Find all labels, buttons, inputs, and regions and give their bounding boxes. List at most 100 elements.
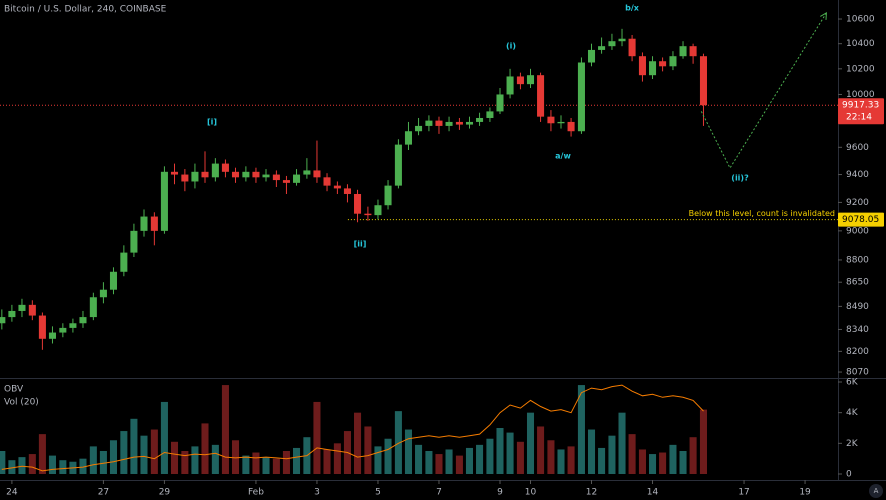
y-tick-label: 8490 bbox=[846, 302, 869, 312]
volume-bar bbox=[150, 429, 158, 474]
candle-body bbox=[292, 174, 301, 183]
volume-bar bbox=[618, 412, 626, 474]
obv-line bbox=[1, 384, 704, 472]
y-tick-label: 8800 bbox=[846, 255, 869, 265]
candle-body bbox=[343, 188, 351, 194]
candle-body bbox=[679, 46, 687, 57]
last-price-box bbox=[838, 98, 884, 125]
candle-body bbox=[537, 75, 545, 117]
candle-body bbox=[8, 310, 16, 318]
candle-body bbox=[201, 171, 209, 178]
volume-bar bbox=[547, 440, 555, 474]
candle-body bbox=[262, 174, 270, 178]
volume-bar bbox=[364, 426, 372, 474]
x-tick-label: 10 bbox=[525, 488, 537, 498]
x-tick-label: 29 bbox=[159, 488, 171, 498]
volume-bar bbox=[333, 443, 341, 474]
candle-body bbox=[59, 327, 67, 333]
candle-body bbox=[0, 317, 6, 324]
candle-body bbox=[303, 170, 311, 175]
y-tick-label: 8340 bbox=[846, 325, 869, 335]
volume-bar bbox=[394, 411, 402, 474]
volume-bar bbox=[8, 460, 16, 474]
candle-body bbox=[323, 177, 331, 186]
volume-bar bbox=[638, 449, 646, 474]
volume-bar bbox=[323, 449, 331, 474]
y-tick-label: 8650 bbox=[846, 278, 869, 288]
volume-bar bbox=[384, 438, 392, 474]
volume-bar bbox=[272, 458, 280, 474]
volume-bar bbox=[567, 446, 575, 474]
candle-body bbox=[567, 121, 575, 132]
y-tick-label: 9200 bbox=[846, 198, 869, 208]
candle-body bbox=[211, 163, 219, 178]
candle-body bbox=[120, 252, 128, 272]
volume-bar bbox=[160, 401, 168, 474]
volume-bar bbox=[181, 450, 189, 474]
volume-bar bbox=[486, 438, 494, 474]
candle-body bbox=[282, 180, 290, 183]
volume-bar bbox=[221, 385, 229, 474]
wave-label: (ii)? bbox=[731, 174, 749, 183]
volume-bar bbox=[354, 412, 362, 474]
candle-body bbox=[109, 271, 118, 290]
candle-body bbox=[669, 56, 677, 67]
volume-bar bbox=[18, 457, 26, 474]
volume-tick-label: 4K bbox=[846, 408, 859, 418]
volume-bar bbox=[79, 458, 87, 474]
volume-tick-label: 6K bbox=[846, 378, 859, 388]
candle-body bbox=[79, 317, 87, 324]
volume-bar bbox=[557, 449, 565, 474]
volume-bar bbox=[699, 409, 707, 474]
candle-body bbox=[272, 174, 280, 181]
candle-body bbox=[384, 185, 392, 206]
volume-bar bbox=[313, 401, 321, 474]
y-tick-label: 10600 bbox=[846, 15, 875, 25]
candle-body bbox=[445, 121, 453, 126]
y-tick-label: 10000 bbox=[846, 90, 875, 100]
volume-bar bbox=[282, 450, 290, 474]
candle-body bbox=[394, 144, 402, 186]
candle-body bbox=[435, 120, 443, 126]
volume-bar bbox=[679, 450, 687, 474]
candle-body bbox=[99, 289, 107, 298]
candle-body bbox=[699, 56, 707, 106]
wave-label: a/w bbox=[555, 152, 571, 161]
candle-body bbox=[689, 46, 697, 57]
volume-bar bbox=[242, 455, 250, 474]
volume-bar bbox=[649, 454, 657, 474]
volume-bar bbox=[292, 447, 301, 474]
candle-body bbox=[191, 171, 199, 182]
volume-bar bbox=[608, 435, 616, 474]
auto-scale-button[interactable] bbox=[869, 484, 883, 498]
volume-bar bbox=[689, 437, 697, 474]
auto-scale-label[interactable]: A bbox=[874, 487, 879, 495]
volume-bar bbox=[89, 446, 97, 474]
candle-body bbox=[425, 120, 433, 126]
volume-bar bbox=[130, 418, 138, 474]
y-tick-label: 8070 bbox=[846, 368, 869, 378]
y-tick-label: 9600 bbox=[846, 143, 869, 153]
y-tick-label: 9400 bbox=[846, 170, 869, 180]
wave-label: b/x bbox=[625, 4, 640, 13]
candle-body bbox=[242, 171, 250, 178]
candle-body bbox=[38, 315, 46, 339]
volume-bar bbox=[598, 447, 606, 474]
x-tick-label: 24 bbox=[6, 488, 18, 498]
candle-body bbox=[18, 304, 26, 311]
last-price-label: 9917.33 bbox=[842, 101, 879, 111]
x-tick-label: 7 bbox=[436, 488, 442, 498]
candle-body bbox=[638, 56, 646, 76]
volume-bar bbox=[99, 450, 107, 474]
candle-body bbox=[354, 193, 362, 214]
invalidation-box bbox=[838, 212, 884, 227]
candle-body bbox=[48, 332, 56, 339]
projection-arrowhead bbox=[820, 12, 827, 20]
candle-body bbox=[374, 205, 382, 216]
candle-body bbox=[28, 304, 36, 316]
chart-title: Bitcoin / U.S. Dollar, 240, COINBASE bbox=[4, 5, 167, 15]
volume-bar bbox=[170, 441, 179, 474]
obv-label: OBV bbox=[4, 385, 24, 395]
candle-body bbox=[231, 171, 240, 178]
